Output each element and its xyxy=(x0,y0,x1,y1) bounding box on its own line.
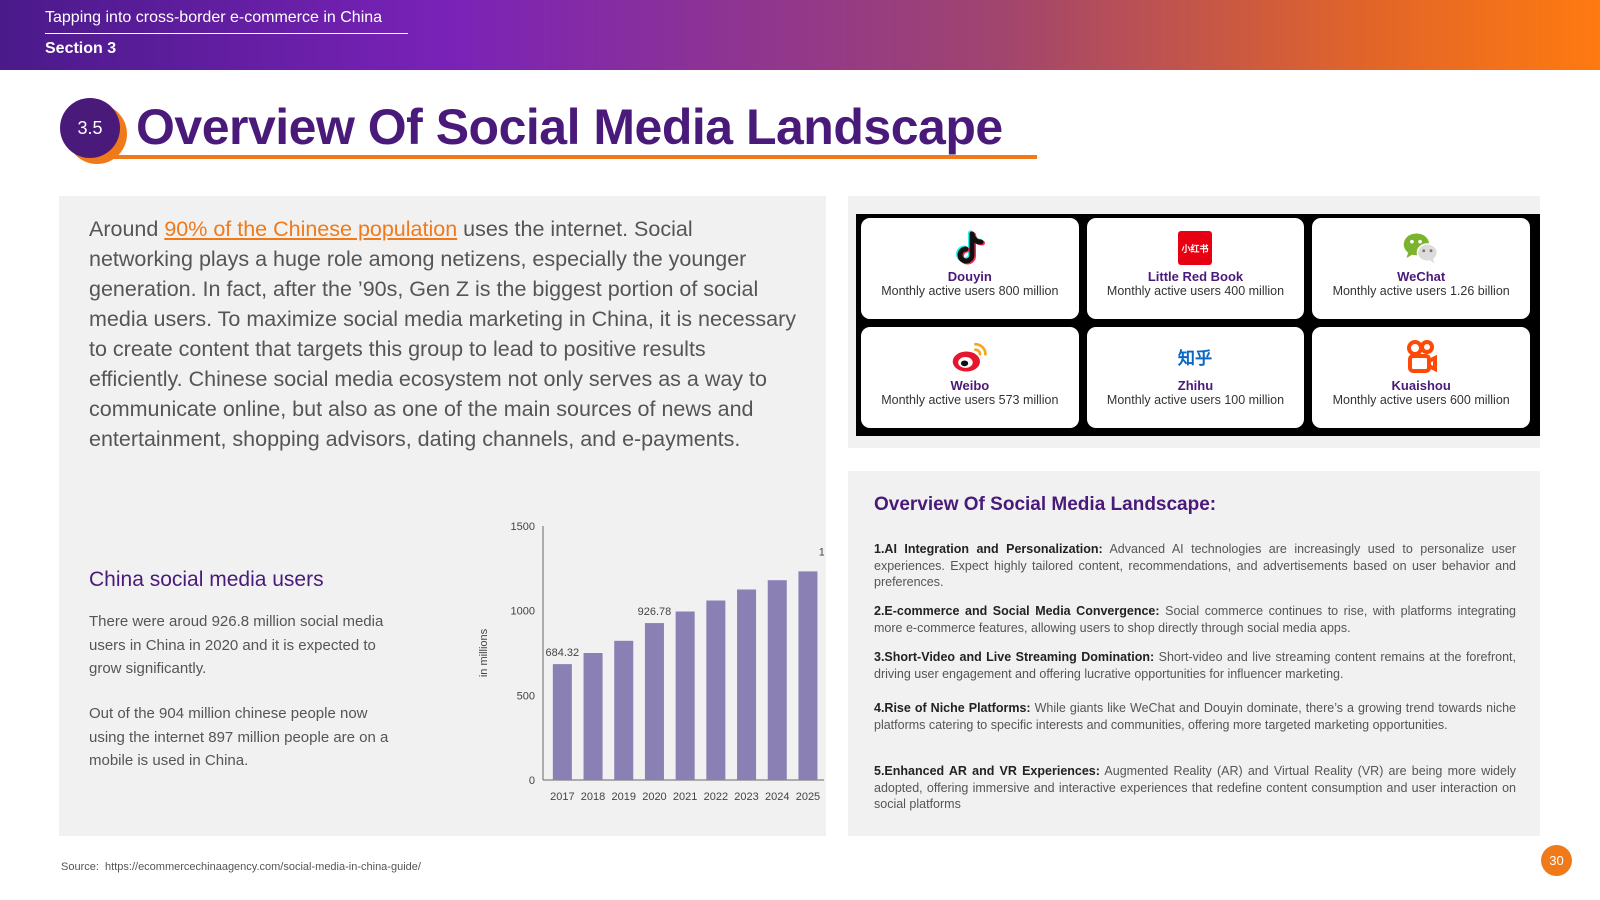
china-users-paragraph-1: There were aroud 926.8 million social me… xyxy=(89,613,384,677)
app-users: Monthly active users 100 million xyxy=(1106,393,1285,407)
app-name: Kuaishou xyxy=(1391,378,1451,393)
app-name: Zhihu xyxy=(1177,378,1214,393)
overview-item: 4.Rise of Niche Platforms: While giants … xyxy=(874,701,1517,732)
users-bar-chart: 0 500 1000 1500 in millions 2017 684.32 2018 201… xyxy=(478,521,824,803)
chart-bar xyxy=(583,653,603,780)
svg-text:知乎: 知乎 xyxy=(1178,348,1212,369)
title-underline xyxy=(112,155,1037,159)
intro-prefix: Around xyxy=(89,217,165,241)
x-tick-label: 2023 xyxy=(734,791,758,803)
data-label: 684.32 xyxy=(546,647,580,659)
app-users: Monthly active users 800 million xyxy=(881,284,1059,298)
x-tick-label: 2017 xyxy=(550,791,574,803)
data-label: 1279.13 xyxy=(819,546,824,558)
overview-item: 5.Enhanced AR and VR Experiences: Augmen… xyxy=(874,764,1516,811)
weibo-icon xyxy=(950,337,990,377)
app-card-kuaishou: Kuaishou Monthly active users 600 millio… xyxy=(1312,327,1530,428)
chart-bar xyxy=(798,571,818,780)
app-users: Monthly active users 573 million xyxy=(881,393,1059,407)
app-users: Monthly active users 600 million xyxy=(1332,393,1510,407)
chart-bar xyxy=(552,664,572,780)
china-users-heading: China social media users xyxy=(89,568,324,591)
intro-paragraph: Around 90% of the Chinese population use… xyxy=(89,214,799,454)
data-label: 926.78 xyxy=(638,606,672,618)
y-tick-label: 500 xyxy=(517,690,535,702)
tiktok-icon xyxy=(950,228,990,268)
overview-heading: Overview Of Social Media Landscape: xyxy=(874,494,1217,515)
app-users: Monthly active users 400 million xyxy=(1106,284,1285,298)
x-tick-label: 2021 xyxy=(673,791,697,803)
xiaohongshu-icon: 小红书 xyxy=(1175,228,1215,268)
x-tick-label: 2019 xyxy=(612,791,636,803)
chart-bar xyxy=(614,640,634,780)
left-panel: Around 90% of the Chinese population use… xyxy=(59,196,826,836)
y-tick-label: 0 xyxy=(529,775,535,787)
chart-bar xyxy=(644,623,664,780)
source-citation: Source: https://ecommercechinaagency.com… xyxy=(61,861,421,873)
overview-item: 1.AI Integration and Personalization: Ad… xyxy=(874,542,1516,589)
zhihu-icon: 知乎 xyxy=(1175,337,1215,377)
banner-divider xyxy=(45,33,408,34)
app-users: Monthly active users 1.26 billion xyxy=(1332,284,1510,298)
section-number-badge: 3.5 xyxy=(60,98,120,158)
x-tick-label: 2018 xyxy=(581,791,605,803)
app-card-weibo: Weibo Monthly active users 573 million xyxy=(861,327,1079,428)
apps-grid: Douyin Monthly active users 800 million … xyxy=(856,214,1540,436)
page-number: 30 xyxy=(1541,845,1572,876)
chart-bar xyxy=(675,611,695,780)
app-card-little-red-book: 小红书 Little Red Book Monthly active users… xyxy=(1086,218,1305,319)
overview-panel: Overview Of Social Media Landscape: 1.AI… xyxy=(848,471,1540,836)
chart-bar xyxy=(767,580,787,780)
app-card-wechat: WeChat Monthly active users 1.26 billion xyxy=(1312,218,1530,319)
app-card-zhihu: 知乎 Zhihu Monthly active users 100 millio… xyxy=(1086,327,1305,428)
app-card-douyin: Douyin Monthly active users 800 million xyxy=(861,218,1079,319)
intro-body: uses the internet. Social networking pla… xyxy=(89,217,796,451)
chart-bar xyxy=(706,600,726,780)
svg-text:小红书: 小红书 xyxy=(1181,243,1209,255)
y-tick-label: 1500 xyxy=(511,521,535,533)
x-tick-label: 2024 xyxy=(765,791,789,803)
deck-title: Tapping into cross-border e-commerce in … xyxy=(45,9,383,26)
y-tick-label: 1000 xyxy=(511,606,535,618)
source-label: Source: xyxy=(61,861,99,873)
wechat-icon xyxy=(1401,228,1441,268)
app-name: Weibo xyxy=(950,378,990,393)
top-banner: Tapping into cross-border e-commerce in … xyxy=(0,0,1600,70)
app-name: Little Red Book xyxy=(1147,269,1244,284)
source-link[interactable]: https://ecommercechinaagency.com/social-… xyxy=(105,861,421,873)
x-tick-label: 2022 xyxy=(704,791,728,803)
app-name: Douyin xyxy=(947,269,992,284)
china-users-paragraph-2: Out of the 904 million chinese people no… xyxy=(89,705,389,769)
overview-item: 2.E-commerce and Social Media Convergenc… xyxy=(874,604,1516,635)
chart-bar xyxy=(737,589,757,780)
population-link[interactable]: 90% of the Chinese population xyxy=(164,217,458,241)
kuaishou-icon xyxy=(1401,337,1441,377)
x-tick-label: 2020 xyxy=(642,791,666,803)
x-tick-label: 2025 xyxy=(796,791,820,803)
overview-item: 3.Short-Video and Live Streaming Dominat… xyxy=(874,650,1516,681)
page-title: Overview Of Social Media Landscape xyxy=(136,99,1003,155)
section-label: Section 3 xyxy=(45,40,117,57)
y-axis-label: in millions xyxy=(478,628,490,677)
app-name: WeChat xyxy=(1397,269,1446,284)
